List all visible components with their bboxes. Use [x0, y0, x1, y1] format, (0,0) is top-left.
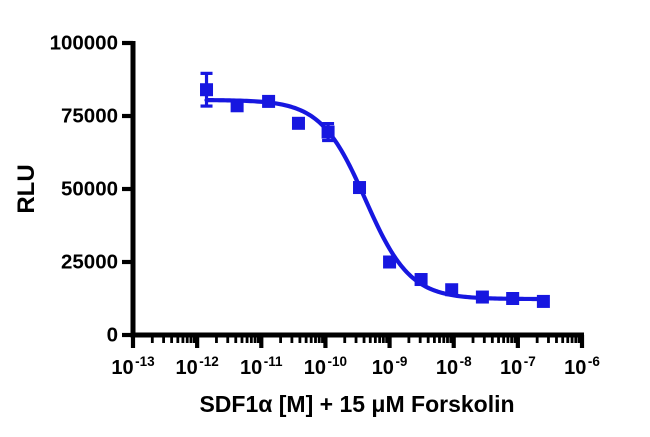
x-tick-label: 10 -7 — [500, 354, 536, 379]
data-point-marker — [506, 292, 520, 305]
data-point-marker — [536, 294, 550, 308]
axes — [130, 41, 584, 338]
dose-response-fit-curve — [204, 98, 546, 302]
data-point-marker — [230, 99, 244, 113]
fit-curve-path — [204, 98, 546, 302]
data-point-marker — [291, 116, 305, 130]
data-point-marker — [445, 283, 459, 297]
y-tick-label: 100000 — [50, 32, 118, 55]
x-tick-label: 10 -13 — [111, 354, 155, 379]
x-axis-title: SDF1α [M] + 15 μM Forskolin — [199, 391, 514, 417]
data-points — [200, 83, 550, 308]
y-axis-title: RLU — [13, 164, 40, 213]
y-tick-label: 75000 — [61, 105, 118, 128]
y-tick-label: 50000 — [61, 178, 118, 201]
x-tick-label: 10 -6 — [564, 354, 600, 379]
y-tick-labels: 0 25000 50000 75000 100000 — [50, 32, 118, 347]
data-point-marker — [200, 83, 214, 97]
x-tick-label: 10 -11 — [240, 354, 283, 379]
x-tick-labels: 10 -13 10 -12 10 -11 10 -10 10 -9 10 -8 10 -7 10 -6 — [111, 354, 600, 379]
x-tick-label: 10 -9 — [372, 354, 408, 379]
data-point-marker — [383, 255, 397, 269]
data-point-marker — [475, 290, 489, 304]
x-tick-label: 10 -8 — [436, 354, 472, 379]
y-tick-label: 0 — [107, 324, 118, 347]
data-point-marker — [262, 94, 276, 108]
data-point-marker — [353, 181, 367, 195]
y-tick-label: 25000 — [61, 251, 118, 274]
x-tick-label: 10 -10 — [304, 354, 347, 379]
data-point-marker — [321, 125, 335, 139]
data-point-marker — [414, 273, 428, 287]
x-tick-label: 10 -12 — [176, 354, 219, 379]
